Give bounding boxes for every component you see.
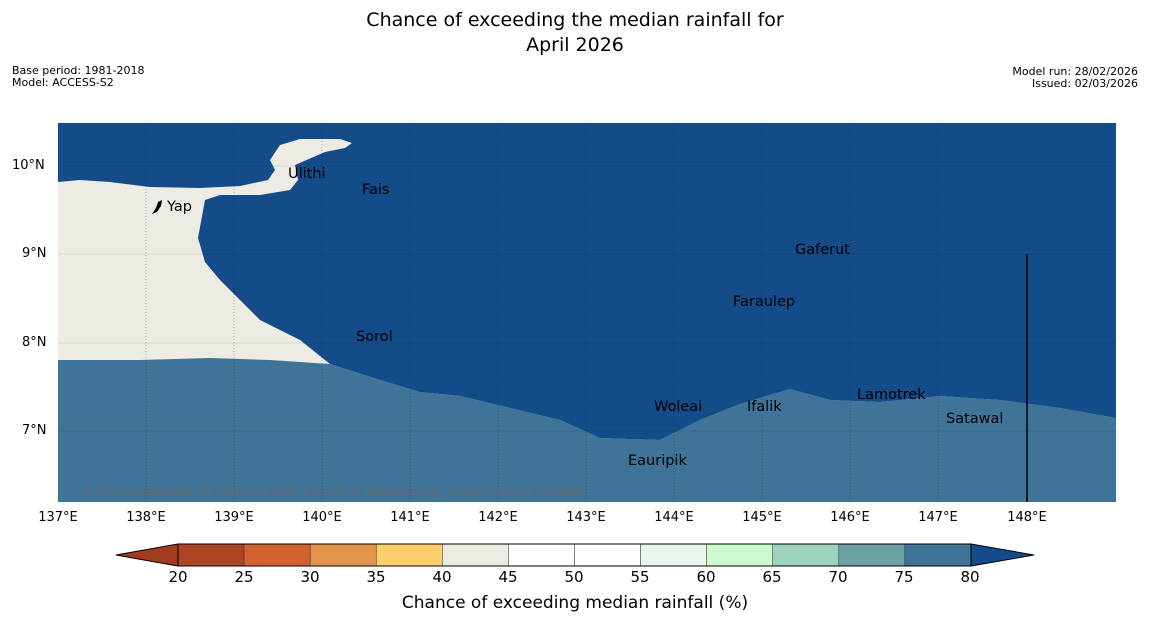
place-satawal-label: Satawal <box>946 411 1004 427</box>
meta-left: Base period: 1981-2018 Model: ACCESS-S2 <box>12 65 144 89</box>
cb-tick-45: 45 <box>498 568 518 586</box>
lat-label-7: 7°N <box>22 423 47 438</box>
model-run: Model run: 28/02/2026 <box>1012 65 1138 78</box>
lon-label-145: 145°E <box>742 510 782 525</box>
colorbar-over-extension <box>970 543 1035 567</box>
cb-tick-70: 70 <box>828 568 848 586</box>
cb-tick-65: 65 <box>762 568 782 586</box>
colorbar-segment <box>375 543 443 567</box>
place-woleai-label: Woleai <box>654 399 703 415</box>
lon-label-146: 146°E <box>830 510 870 525</box>
chart-title: Chance of exceeding the median rainfall … <box>0 8 1150 58</box>
place-eauripik-label: Eauripik <box>628 453 687 469</box>
lon-label-148: 148°E <box>1007 510 1047 525</box>
place-ifalik: Ifalik <box>747 399 782 415</box>
place-fais-label: Fais <box>362 182 390 198</box>
lon-label-137: 137°E <box>38 510 78 525</box>
title-line-2: April 2026 <box>526 34 624 56</box>
place-sorol-label: Sorol <box>356 329 393 345</box>
place-yap-label: Yap <box>167 199 192 215</box>
place-satawal: Satawal <box>946 411 1003 427</box>
place-gaferut-label: Gaferut <box>795 242 850 258</box>
colorbar-segment <box>904 543 972 567</box>
model-name: Model: ACCESS-S2 <box>12 76 114 89</box>
lon-label-144: 144°E <box>654 510 694 525</box>
yap-island-shape <box>152 200 162 214</box>
cb-tick-60: 60 <box>696 568 716 586</box>
place-fais: Fais <box>362 182 389 198</box>
place-ulithi-label: Ulithi <box>288 166 326 182</box>
place-gaferut: Gaferut <box>795 242 850 258</box>
place-eauripik: Eauripik <box>628 453 687 469</box>
rainfall-bands <box>58 123 1116 502</box>
lon-label-143: 143°E <box>566 510 606 525</box>
place-sorol: Sorol <box>356 329 393 345</box>
place-lamotrek: Lamotrek <box>857 387 926 403</box>
lat-label-8: 8°N <box>22 335 47 350</box>
band-75-80 <box>58 358 1116 502</box>
place-yap: Yap <box>167 199 192 215</box>
base-period: Base period: 1981-2018 <box>12 64 145 77</box>
lat-label-10: 10°N <box>12 158 45 173</box>
place-faraulep-label: Faraulep <box>733 294 796 310</box>
colorbar-under-extension <box>115 543 179 567</box>
colorbar-segment <box>772 543 840 567</box>
colorbar <box>115 543 1035 567</box>
cb-tick-35: 35 <box>366 568 386 586</box>
cb-tick-55: 55 <box>630 568 650 586</box>
cb-tick-25: 25 <box>234 568 254 586</box>
lon-label-142: 142°E <box>478 510 518 525</box>
title-line-1: Chance of exceeding the median rainfall … <box>366 9 784 31</box>
lat-label-9: 9°N <box>22 246 47 261</box>
colorbar-segments <box>177 543 972 567</box>
band-80-plus <box>58 123 1116 440</box>
colorbar-segment <box>508 543 575 567</box>
colorbar-segment <box>706 543 773 567</box>
colorbar-segment <box>243 543 311 567</box>
issued-date: Issued: 02/03/2026 <box>1031 77 1138 90</box>
cb-tick-30: 30 <box>300 568 320 586</box>
colorbar-segment <box>177 543 245 567</box>
colorbar-title: Chance of exceeding median rainfall (%) <box>401 593 749 613</box>
colorbar-segment <box>574 543 641 567</box>
colorbar-segment <box>838 543 906 567</box>
colorbar-outline <box>177 543 972 567</box>
lon-label-139: 139°E <box>214 510 254 525</box>
cb-tick-80: 80 <box>960 568 980 586</box>
lon-label-140: 140°E <box>302 510 342 525</box>
colorbar-segment <box>309 543 377 567</box>
grid-lines <box>58 123 1116 502</box>
cb-tick-40: 40 <box>432 568 452 586</box>
cb-tick-50: 50 <box>564 568 584 586</box>
place-faraulep: Faraulep <box>733 294 795 310</box>
colorbar-segment <box>640 543 707 567</box>
cb-tick-20: 20 <box>168 568 188 586</box>
cb-tick-75: 75 <box>894 568 914 586</box>
place-lamotrek-label: Lamotrek <box>857 387 926 403</box>
place-ulithi: Ulithi <box>288 166 326 182</box>
colorbar-segment <box>442 543 509 567</box>
place-woleai: Woleai <box>654 399 702 415</box>
place-ifalik-label: Ifalik <box>747 399 782 415</box>
copyright-notice: © Commonwealth of Australia 2026, Bureau… <box>81 485 587 499</box>
lon-label-138: 138°E <box>126 510 166 525</box>
meta-right: Model run: 28/02/2026 Issued: 02/03/2026 <box>1012 66 1138 90</box>
lon-label-147: 147°E <box>918 510 958 525</box>
lon-label-141: 141°E <box>390 510 430 525</box>
